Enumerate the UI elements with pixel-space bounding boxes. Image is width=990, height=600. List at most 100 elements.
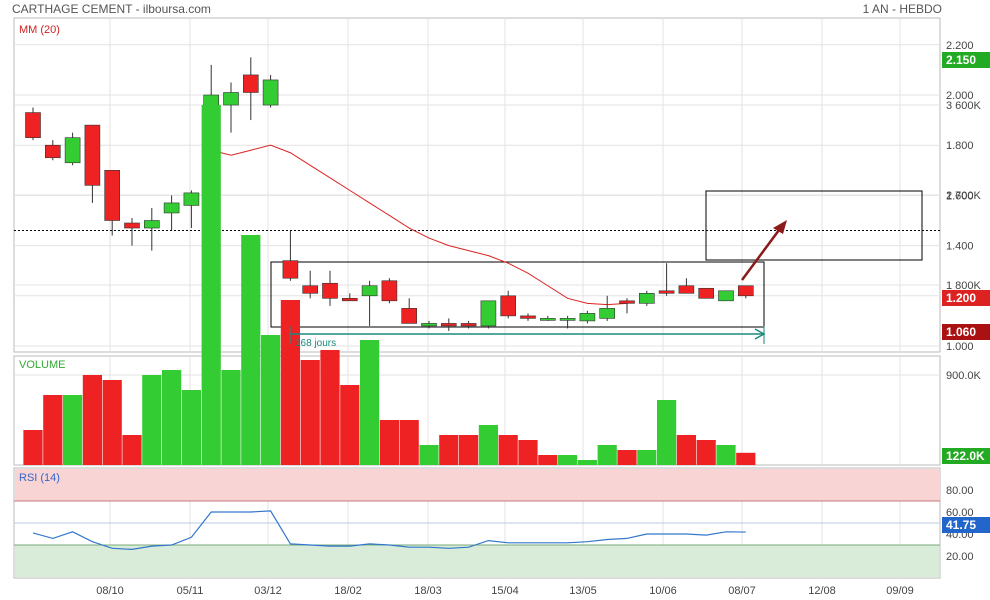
volume-bar bbox=[597, 445, 617, 465]
breakout-arrow-line bbox=[740, 225, 784, 281]
candle-body bbox=[124, 222, 140, 229]
x-tick-label: 12/08 bbox=[808, 585, 836, 597]
volume-bar bbox=[23, 430, 43, 465]
candle-body bbox=[500, 295, 517, 317]
candle-body bbox=[282, 260, 299, 279]
volume-bar bbox=[399, 420, 419, 465]
candle-body bbox=[658, 290, 675, 294]
x-tick-label: 18/03 bbox=[414, 585, 442, 597]
candle-body bbox=[322, 282, 338, 299]
volume-bar bbox=[280, 300, 300, 465]
x-tick-label: 05/11 bbox=[177, 585, 204, 597]
volume-bar bbox=[43, 395, 63, 465]
candle-body bbox=[421, 323, 437, 327]
rsi-overbought-band bbox=[15, 469, 939, 501]
candle-body bbox=[401, 308, 418, 324]
period-label: 1 AN - HEBDO bbox=[862, 2, 942, 16]
volume-y-tick: 1 800K bbox=[946, 280, 982, 292]
volume-bar bbox=[162, 370, 182, 465]
volume-bar bbox=[181, 390, 201, 465]
candle-body bbox=[520, 315, 536, 319]
candle-body bbox=[243, 74, 259, 93]
low-badge: 1.060 bbox=[946, 325, 976, 339]
candle-body bbox=[619, 300, 635, 304]
volume-bar bbox=[538, 455, 558, 465]
volume-bar bbox=[716, 445, 736, 465]
volume-bar bbox=[320, 350, 340, 465]
volume-badge: 122.0K bbox=[946, 449, 985, 463]
volume-bar bbox=[676, 435, 696, 465]
x-tick-label: 08/10 bbox=[96, 585, 124, 597]
volume-bar bbox=[558, 455, 578, 465]
rsi-badge-bg bbox=[942, 517, 990, 533]
volume-bar bbox=[82, 375, 102, 465]
candle-body bbox=[737, 285, 754, 297]
price-y-tick: 2.200 bbox=[946, 40, 974, 52]
volume-bar bbox=[577, 460, 597, 465]
last-price-badge: 2.150 bbox=[946, 53, 976, 67]
candle-body bbox=[698, 287, 715, 299]
volume-bar bbox=[142, 375, 162, 465]
price-y-tick: 1.800 bbox=[946, 140, 974, 152]
x-tick-label: 15/04 bbox=[491, 585, 519, 597]
volume-bar bbox=[63, 395, 83, 465]
consolidation-box bbox=[270, 261, 765, 328]
volume-bar bbox=[201, 105, 221, 465]
volume-bar bbox=[300, 360, 320, 465]
low-badge-bg bbox=[942, 324, 990, 340]
rsi-label: RSI (14) bbox=[19, 472, 60, 484]
candle-body bbox=[599, 308, 616, 319]
candle-body bbox=[361, 285, 378, 297]
candle-body bbox=[104, 170, 120, 221]
ma-badge-bg bbox=[942, 290, 990, 306]
volume-bar bbox=[241, 235, 261, 465]
rsi-y-tick: 60.00 bbox=[946, 507, 974, 519]
volume-y-tick: 3 600K bbox=[946, 100, 982, 112]
candle-body bbox=[539, 318, 556, 321]
candle-body bbox=[25, 112, 41, 138]
candle-body bbox=[64, 137, 81, 164]
target-box bbox=[705, 190, 923, 261]
candle-body bbox=[638, 292, 655, 304]
candle-body bbox=[718, 290, 734, 302]
volume-bar bbox=[261, 335, 281, 465]
volume-bar bbox=[637, 450, 657, 465]
volume-bar bbox=[419, 445, 439, 465]
x-tick-label: 09/09 bbox=[886, 585, 914, 597]
volume-bar bbox=[221, 370, 241, 465]
candle-body bbox=[262, 79, 279, 106]
candle-body bbox=[144, 220, 160, 229]
volume-label: VOLUME bbox=[19, 359, 65, 371]
price-y-tick: 2.000 bbox=[946, 90, 974, 102]
price-y-tick: 1.600 bbox=[946, 190, 974, 202]
candle-body bbox=[223, 92, 239, 106]
x-tick-label: 13/05 bbox=[569, 585, 597, 597]
candle-body bbox=[183, 192, 200, 206]
price-panel-frame bbox=[13, 17, 941, 353]
last-price-badge-bg bbox=[942, 52, 990, 68]
candle-body bbox=[440, 323, 457, 327]
price-y-tick: 1.000 bbox=[946, 341, 974, 353]
x-tick-label: 08/07 bbox=[728, 585, 756, 597]
volume-bar bbox=[518, 440, 538, 465]
ma-label: MM (20) bbox=[19, 24, 60, 36]
volume-bar bbox=[360, 340, 380, 465]
volume-bar bbox=[696, 440, 716, 465]
volume-badge-bg bbox=[942, 448, 990, 464]
ma-badge: 1.200 bbox=[946, 291, 976, 305]
volume-bar bbox=[617, 450, 637, 465]
candle-body bbox=[381, 280, 398, 302]
annotation-label: 168 jours bbox=[295, 338, 336, 349]
candle-body bbox=[559, 318, 576, 321]
volume-bar bbox=[122, 435, 142, 465]
x-tick-label: 03/12 bbox=[254, 585, 282, 597]
volume-y-tick: 900.0K bbox=[946, 370, 982, 382]
candle-body bbox=[579, 313, 596, 322]
candle-body bbox=[341, 298, 358, 302]
volume-bar bbox=[340, 385, 360, 465]
candle-body bbox=[678, 285, 695, 294]
rsi-y-tick: 20.00 bbox=[946, 551, 974, 563]
candle-body bbox=[302, 285, 319, 294]
